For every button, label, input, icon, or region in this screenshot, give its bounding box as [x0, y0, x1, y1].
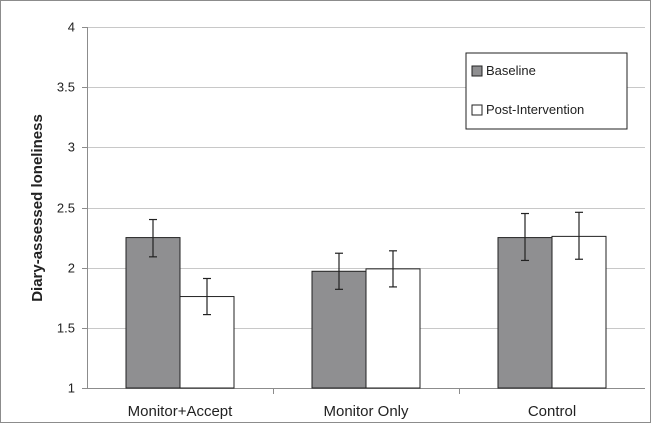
- x-category-label: Control: [528, 403, 576, 420]
- y-tick-label: 1: [68, 381, 75, 396]
- x-category-label: Monitor+Accept: [128, 403, 233, 420]
- legend-box: [465, 52, 628, 130]
- bar-post-intervention-monitor-only: [365, 268, 421, 389]
- legend-label-post-intervention: Post-Intervention: [486, 102, 584, 117]
- y-tick-label: 2.5: [57, 201, 75, 216]
- y-tick-label: 3: [68, 140, 75, 155]
- y-tick-label: 2: [68, 261, 75, 276]
- bar-baseline-monitor-accept: [125, 237, 181, 389]
- y-tick-label: 3.5: [57, 80, 75, 95]
- y-tick-label: 1.5: [57, 321, 75, 336]
- y-axis-label: Diary-assessed loneliness: [29, 114, 46, 302]
- bars-layer: [125, 235, 607, 389]
- labels-layer: 1 1.5 2 2.5 3 3.5 4 Monitor+Accept Monitor Only C…: [57, 20, 576, 421]
- legend-swatch-post-intervention: [471, 104, 483, 116]
- x-category-label: Monitor Only: [323, 403, 409, 420]
- y-tick-label: 4: [68, 20, 75, 35]
- legend-swatch-baseline: [471, 65, 483, 77]
- error-bars-layer: [149, 211, 583, 316]
- bar-baseline-control: [497, 237, 553, 389]
- legend-label-baseline: Baseline: [486, 63, 536, 78]
- legend: Baseline Post-Intervention: [465, 52, 628, 130]
